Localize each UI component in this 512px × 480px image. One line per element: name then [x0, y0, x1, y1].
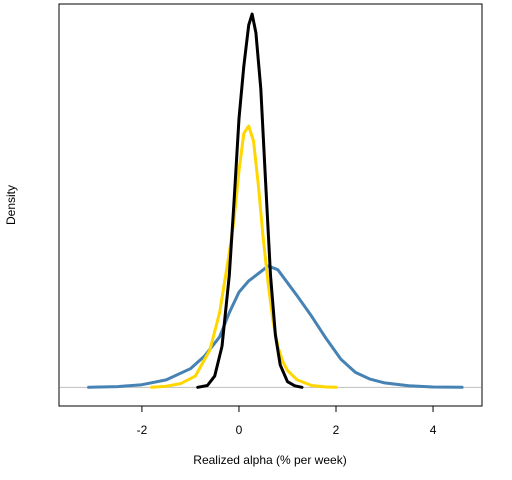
x-axis-label: Realized alpha (% per week) [193, 453, 346, 467]
density-curve-1 [87, 264, 464, 389]
density-curve-3 [196, 12, 304, 389]
x-axis: -2 0 2 4 [137, 406, 437, 437]
x-tick-label: 2 [333, 423, 340, 437]
y-axis-label: Density [4, 185, 18, 225]
density-curve-2 [150, 124, 338, 389]
series-layer [87, 12, 464, 389]
x-tick-label: -2 [137, 423, 148, 437]
x-tick-label: 0 [236, 423, 243, 437]
x-tick-label: 4 [430, 423, 437, 437]
plot-frame [58, 3, 483, 407]
